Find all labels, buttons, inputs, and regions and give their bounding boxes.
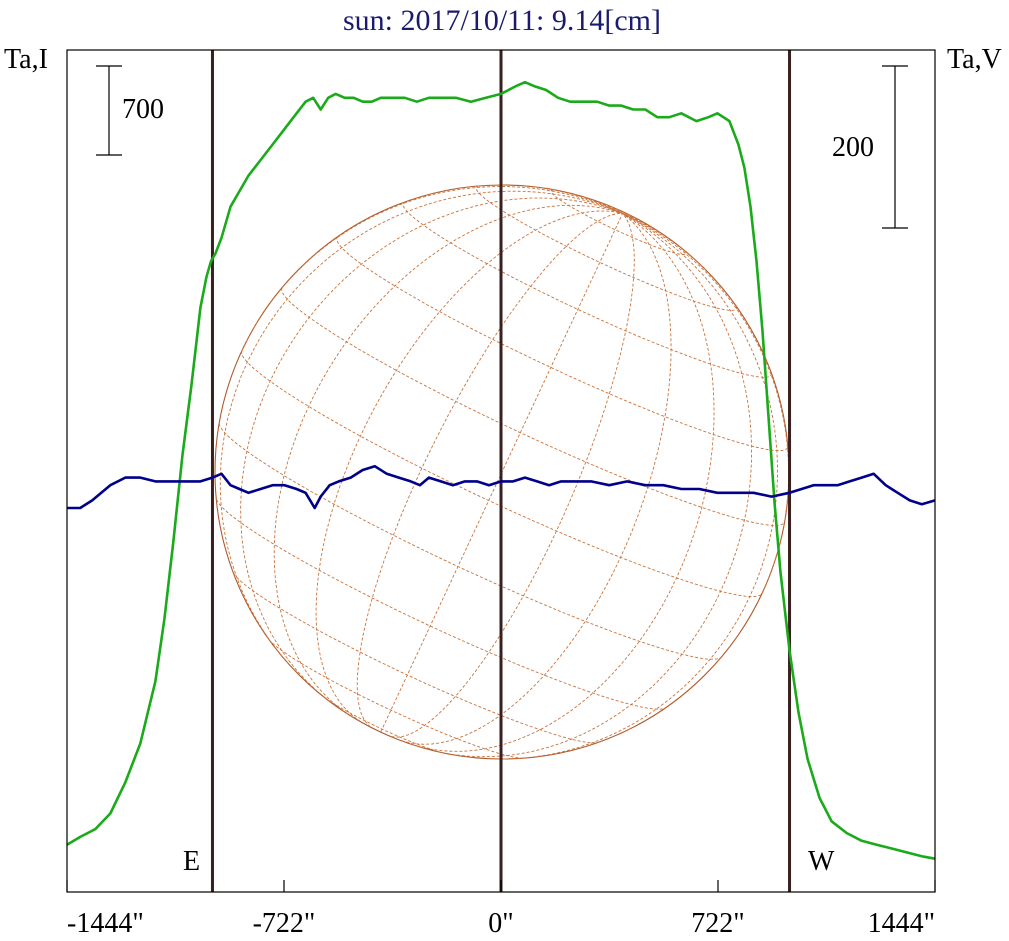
chart-title: sun: 2017/10/11: 9.14[cm]: [343, 4, 661, 37]
x-tick-label: 1444": [868, 908, 935, 939]
x-tick-label: 722": [691, 908, 744, 939]
intensity-curve: [66, 80, 936, 860]
x-axis-ticks: -1444" -722" 0" 722" 1444": [66, 880, 936, 939]
intensity-scale-bar: 700: [96, 65, 164, 156]
vertical-markers: [210, 50, 792, 892]
polarization-scale-bar: 200: [832, 65, 908, 229]
longitude-line: [622, 213, 669, 239]
polarization-scale-label: 200: [832, 132, 874, 163]
latitude-line: [475, 185, 738, 311]
latitude-line: [550, 189, 687, 255]
west-label: W: [808, 846, 835, 877]
series-group: [66, 80, 936, 860]
solar-disk: [214, 184, 790, 760]
latitude-line: [402, 201, 772, 378]
longitude-line: [442, 213, 753, 758]
x-tick-label: 0": [488, 908, 513, 939]
left-axis-label: Ta,I: [4, 44, 48, 75]
longitude-line: [356, 213, 623, 728]
east-label: E: [183, 846, 200, 877]
x-tick-label: -1444": [67, 908, 144, 939]
intensity-scale-label: 700: [122, 94, 164, 125]
longitude-line: [315, 210, 623, 723]
polarization-curve: [67, 464, 936, 510]
longitude-line: [574, 193, 623, 214]
longitude-line: [391, 213, 635, 738]
latitude-line: [216, 499, 665, 710]
x-tick-label: -722": [253, 908, 316, 939]
latitude-line: [268, 639, 524, 759]
longitude-line: [219, 190, 623, 664]
longitude-line: [380, 213, 624, 733]
longitude-line: [492, 213, 778, 760]
right-axis-label: Ta,V: [947, 44, 1002, 75]
longitude-line: [525, 185, 623, 214]
longitude-line: [401, 213, 672, 745]
longitude-line: [622, 213, 707, 271]
longitude-line: [622, 213, 631, 216]
